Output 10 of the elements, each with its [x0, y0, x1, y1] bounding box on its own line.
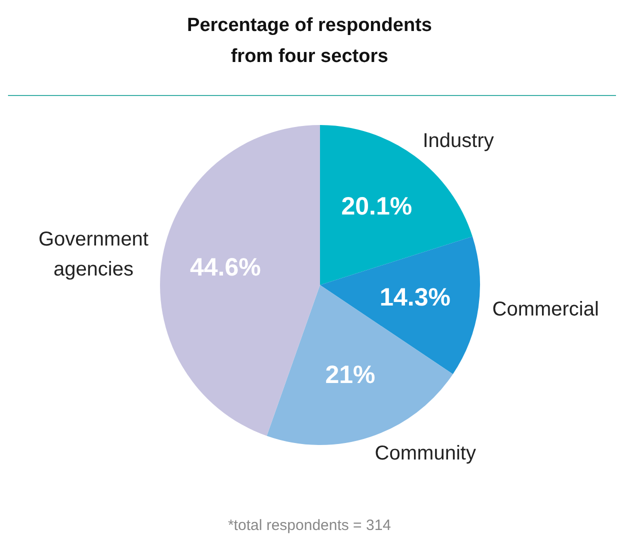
slice-label: Industry — [422, 130, 494, 152]
text: *total respondents = 314 — [226, 517, 392, 534]
data-label: 44.6% — [190, 254, 261, 282]
slice-label: Commercial — [492, 298, 599, 321]
chart-title: Percentage of respondents from four sectors — [186, 14, 433, 69]
data-label: 20.1% — [341, 192, 412, 220]
slice-label: Community — [374, 442, 476, 464]
slice-label: Government agencies — [38, 228, 149, 280]
data-label: 14.3% — [380, 283, 450, 312]
data-label: 21% — [325, 361, 376, 390]
